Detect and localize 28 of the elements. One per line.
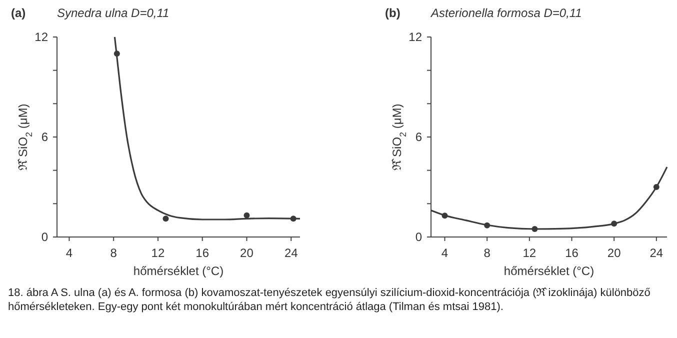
chart-subtitle: Synedra ulna D=0,11 xyxy=(57,6,170,20)
x-axis-title: hőmérséklet (°C) xyxy=(133,264,224,278)
x-tick-label: 4 xyxy=(441,246,448,260)
y-tick-label: 0 xyxy=(415,230,422,244)
x-tick-label: 8 xyxy=(484,246,491,260)
x-axis-title: hőmérséklet (°C) xyxy=(504,264,594,278)
y-tick-label: 0 xyxy=(41,230,48,244)
point xyxy=(162,216,169,222)
y-tick-label: 12 xyxy=(34,30,48,44)
x-tick-label: 20 xyxy=(240,246,254,260)
y-tick-label: 6 xyxy=(415,130,422,144)
line-series xyxy=(114,36,301,220)
x-tick-label: 24 xyxy=(650,246,664,260)
x-tick-label: 24 xyxy=(284,246,298,260)
x-tick-label: 4 xyxy=(66,246,73,260)
text: 18. ábra A S. ulna (a) és A. formosa (b) kovamoszat-tenyészetek egyensúlyi szilícium-dioxid-koncentrációja (ℜ̂ izoklinája) különböző hőmérsékleteken. Egy-egy pont két monokultúrában mért koncentráció átlaga (Tilman és mtsai 1981). xyxy=(8,287,650,313)
chart-title: (a) xyxy=(11,6,26,20)
x-tick-label: 20 xyxy=(607,246,622,260)
x-tick-label: 8 xyxy=(110,246,118,260)
x-tick-label: 12 xyxy=(522,246,536,260)
chart-subtitle: Asterionella formosa D=0,11 xyxy=(430,6,582,20)
point xyxy=(244,212,250,218)
x-tick-label: 12 xyxy=(151,246,165,260)
chart-title: (b) xyxy=(385,6,400,20)
y-tick-label: 6 xyxy=(41,130,48,144)
x-tick-label: 16 xyxy=(196,246,210,260)
y-tick-label: 12 xyxy=(408,30,422,44)
x-tick-label: 16 xyxy=(565,246,579,260)
